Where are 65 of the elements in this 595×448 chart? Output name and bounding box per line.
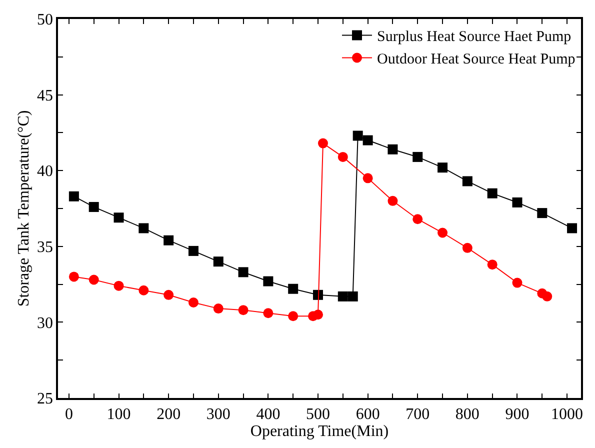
- point: [88, 202, 99, 212]
- point: [88, 274, 99, 285]
- legend-label: Surplus Heat Source Haet Pump: [377, 29, 572, 46]
- point: [352, 130, 363, 141]
- point: [213, 304, 224, 314]
- point: [487, 260, 498, 270]
- point: [412, 152, 423, 162]
- point: [114, 212, 124, 223]
- x-tick-label: 100: [106, 406, 131, 423]
- point: [512, 278, 522, 288]
- point: [388, 196, 398, 206]
- point: [138, 285, 149, 296]
- x-tick-label: 700: [406, 406, 430, 423]
- point: [512, 197, 522, 208]
- x-tick-label: 400: [256, 406, 280, 423]
- y-tick-label: 45: [37, 87, 54, 104]
- point: [68, 191, 79, 202]
- x-tick-label: 900: [505, 406, 530, 423]
- point: [412, 214, 423, 224]
- x-tick-label: 600: [356, 406, 380, 423]
- legend-label: Outdoor Heat Source Heat Pump: [377, 52, 576, 68]
- point: [338, 291, 348, 302]
- x-tick-label: 1000: [551, 406, 584, 423]
- y-tick-label: 40: [37, 163, 54, 180]
- y-tick-label: 25: [37, 390, 54, 408]
- point: [288, 284, 298, 294]
- point: [164, 235, 174, 246]
- point: [188, 297, 198, 308]
- y-axis-title: Storage Tank Temperature(°C): [15, 110, 32, 307]
- point: [164, 290, 174, 300]
- point: [348, 291, 358, 302]
- point: [537, 208, 548, 218]
- point: [388, 144, 398, 154]
- x-axis-title: Operating Time(Min): [250, 422, 389, 440]
- point: [68, 272, 79, 282]
- point: [542, 291, 552, 302]
- point: [438, 228, 448, 238]
- point: [138, 223, 149, 234]
- point: [567, 223, 578, 234]
- point: [318, 138, 328, 148]
- point: [313, 290, 324, 300]
- x-tick-label: 300: [206, 406, 230, 423]
- point: [338, 152, 348, 162]
- point: [263, 276, 274, 286]
- point: [238, 305, 248, 316]
- x-tick-label: 0: [64, 406, 73, 423]
- point: [462, 242, 472, 253]
- point: [263, 308, 274, 318]
- y-tick-label: 50: [37, 12, 54, 29]
- point: [188, 246, 198, 256]
- x-tick-label: 500: [306, 406, 330, 423]
- point: [362, 173, 373, 184]
- point: [462, 176, 472, 186]
- x-tick-label: 800: [455, 406, 480, 423]
- point: [362, 135, 373, 146]
- point: [114, 280, 124, 291]
- point: [487, 188, 498, 198]
- point: [288, 311, 298, 322]
- point: [213, 256, 224, 267]
- y-tick-label: 35: [37, 239, 54, 256]
- point: [238, 267, 248, 278]
- point: [313, 310, 324, 320]
- y-tick-label: 30: [37, 314, 54, 332]
- x-tick-label: 200: [156, 406, 181, 423]
- point: [438, 162, 448, 173]
